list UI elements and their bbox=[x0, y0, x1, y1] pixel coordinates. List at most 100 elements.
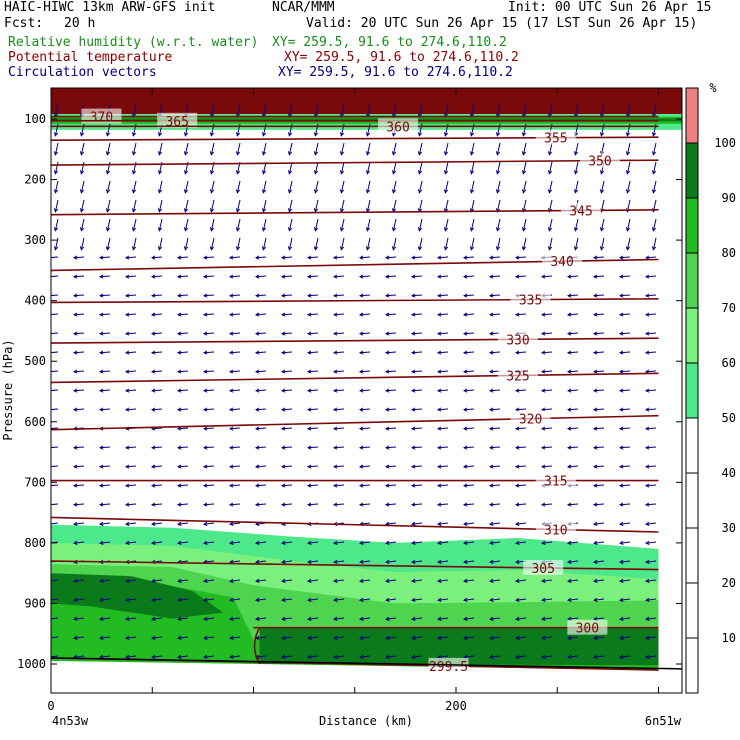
vector-arrowhead bbox=[489, 559, 494, 564]
vector-arrow bbox=[359, 256, 371, 259]
vector-arrowhead bbox=[183, 227, 189, 232]
vector-arrowhead bbox=[573, 170, 579, 175]
vector-arrow bbox=[204, 522, 215, 525]
vector-arrow bbox=[594, 522, 605, 525]
vector-arrow bbox=[470, 180, 475, 193]
vector-arrow bbox=[593, 503, 605, 506]
vector-arrowhead bbox=[644, 445, 650, 450]
vector-arrow bbox=[230, 560, 241, 563]
vector-arrow bbox=[51, 408, 59, 411]
vector-arrow bbox=[444, 180, 449, 193]
vector-arrow bbox=[359, 484, 371, 487]
vector-arrowhead bbox=[547, 170, 553, 175]
theta-label-bg bbox=[535, 521, 576, 537]
vector-arrowhead bbox=[437, 559, 442, 564]
vector-arrow bbox=[386, 541, 397, 544]
y-tick-label: 700 bbox=[24, 475, 46, 489]
vector-arrow bbox=[204, 541, 215, 544]
theta-contour-label: 345 bbox=[569, 204, 592, 219]
vector-arrow bbox=[340, 161, 345, 174]
vector-arrow bbox=[203, 465, 215, 468]
vector-arrowhead bbox=[436, 388, 442, 393]
vector-arrow bbox=[411, 389, 423, 392]
vector-arrowhead bbox=[358, 407, 364, 412]
theta-label-bg bbox=[535, 129, 576, 145]
vector-arrowhead bbox=[417, 189, 423, 194]
vector-arrowhead bbox=[365, 132, 371, 137]
vector-arrowhead bbox=[79, 208, 85, 213]
theta-label-bg bbox=[535, 472, 576, 488]
vector-arrow bbox=[516, 636, 527, 639]
vector-arrow bbox=[593, 389, 605, 392]
vector-arrow bbox=[307, 427, 319, 430]
vector-arrowhead bbox=[521, 151, 527, 156]
vector-arrow bbox=[516, 522, 527, 525]
vector-arrowhead bbox=[618, 331, 624, 336]
vector-arrowhead bbox=[125, 635, 130, 640]
vector-arrow bbox=[255, 389, 267, 392]
vector-arrow bbox=[516, 579, 527, 582]
vector-arrowhead bbox=[72, 407, 78, 412]
vector-arrowhead bbox=[358, 445, 364, 450]
vector-arrowhead bbox=[462, 464, 468, 469]
vector-arrowhead bbox=[333, 559, 338, 564]
colorbar-tick-label: 60 bbox=[722, 356, 736, 370]
colorbar-bin bbox=[686, 363, 698, 418]
vector-arrowhead bbox=[593, 521, 598, 526]
vector-arrowhead bbox=[358, 426, 364, 431]
vector-arrowhead bbox=[254, 407, 260, 412]
vector-arrow bbox=[229, 465, 241, 468]
vector-arrow bbox=[281, 370, 293, 373]
colorbar: 10 20 30 40 50 60 70 80 90 100 bbox=[685, 87, 736, 694]
vector-arrow bbox=[307, 351, 319, 354]
vector-arrowhead bbox=[183, 189, 189, 194]
vector-arrowhead bbox=[417, 151, 423, 156]
vector-arrow bbox=[204, 617, 215, 620]
vector-arrowhead bbox=[359, 597, 364, 602]
vector-arrow bbox=[99, 332, 111, 335]
vector-arrowhead bbox=[437, 635, 442, 640]
vector-arrow bbox=[51, 655, 59, 658]
vector-arrowhead bbox=[332, 388, 338, 393]
vector-arrow bbox=[515, 408, 527, 411]
vector-arrowhead bbox=[566, 407, 572, 412]
theta-contour-label: 360 bbox=[386, 120, 409, 135]
vector-arrowhead bbox=[280, 407, 286, 412]
vector-arrow bbox=[99, 370, 111, 373]
vector-arrow bbox=[333, 332, 345, 335]
colorbar-tick-label: 80 bbox=[722, 246, 736, 260]
theta-contour-label: 299.5 bbox=[429, 660, 468, 675]
vector-arrow bbox=[80, 142, 85, 155]
vector-arrow bbox=[177, 351, 189, 354]
vector-arrowhead bbox=[332, 445, 338, 450]
vector-arrowhead bbox=[436, 293, 442, 298]
vector-arrow bbox=[184, 218, 189, 231]
vector-arrow bbox=[151, 465, 163, 468]
vector-arrowhead bbox=[124, 350, 130, 355]
vector-arrow bbox=[522, 142, 527, 155]
vector-arrow bbox=[594, 598, 605, 601]
vector-arrow bbox=[334, 636, 345, 639]
vector-arrow bbox=[593, 427, 605, 430]
vector-arrowhead bbox=[306, 274, 312, 279]
vector-arrowhead bbox=[203, 540, 208, 545]
vector-arrow bbox=[360, 655, 371, 658]
theta-contour-label: 315 bbox=[544, 475, 567, 490]
vector-arrow bbox=[333, 465, 345, 468]
vector-arrow bbox=[412, 522, 423, 525]
vector-arrowhead bbox=[235, 189, 241, 194]
vector-arrow bbox=[51, 522, 59, 525]
vector-arrowhead bbox=[131, 227, 137, 232]
vector-arrowhead bbox=[183, 208, 189, 213]
vector-arrow bbox=[489, 313, 501, 316]
vector-arrow bbox=[411, 503, 423, 506]
vector-arrow bbox=[307, 408, 319, 411]
vector-arrowhead bbox=[436, 255, 442, 260]
vector-arrowhead bbox=[313, 208, 319, 213]
vector-arrow bbox=[288, 237, 293, 250]
vector-arrow bbox=[334, 541, 345, 544]
vector-arrow bbox=[151, 294, 163, 297]
vector-arrow bbox=[80, 180, 85, 193]
vector-arrowhead bbox=[229, 616, 234, 621]
vector-arrowhead bbox=[306, 312, 312, 317]
